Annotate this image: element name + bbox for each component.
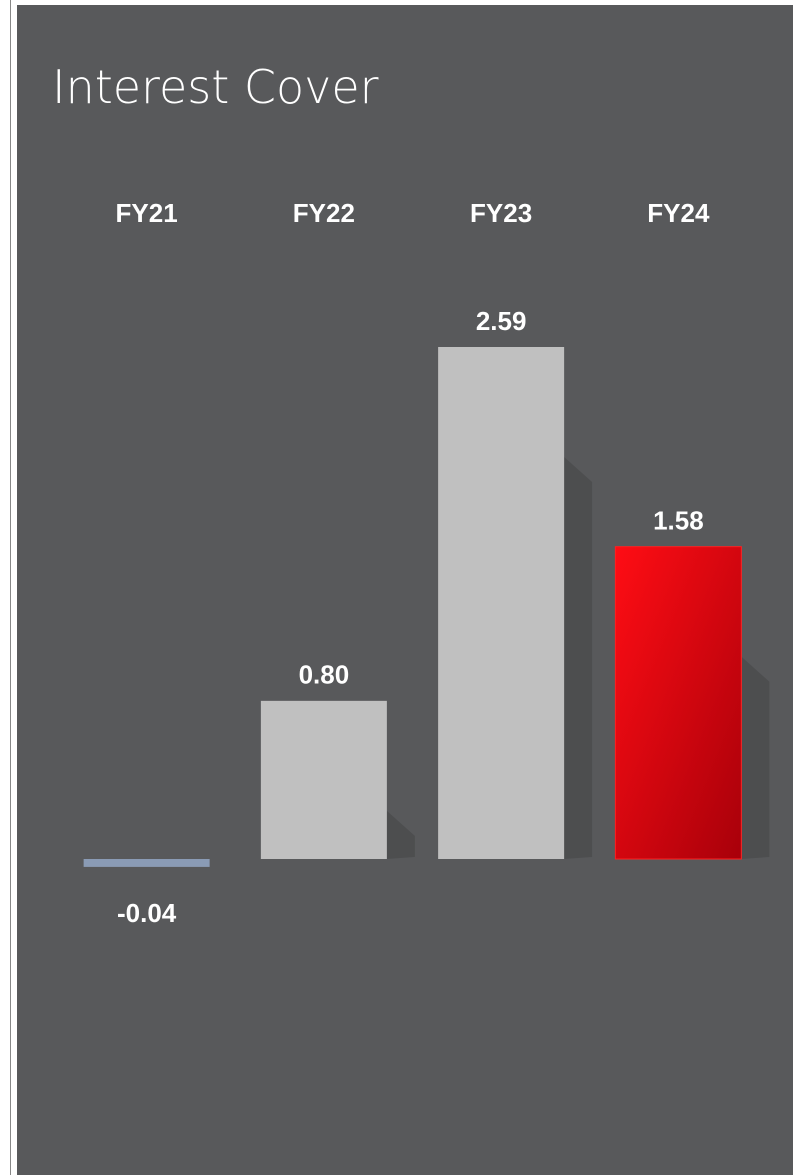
bar-shadow xyxy=(741,656,770,859)
bar xyxy=(614,546,742,860)
category-label: FY22 xyxy=(293,198,355,228)
value-label: -0.04 xyxy=(117,898,177,928)
bar-shadow xyxy=(386,810,415,859)
bar xyxy=(260,700,387,859)
category-label: FY21 xyxy=(116,198,178,228)
bar xyxy=(83,859,210,867)
category-label: FY24 xyxy=(647,198,710,228)
bar-shadow xyxy=(564,457,593,859)
value-label: 1.58 xyxy=(653,506,704,536)
category-label: FY23 xyxy=(470,198,532,228)
value-label: 0.80 xyxy=(299,660,350,690)
bar xyxy=(438,347,565,859)
chart-title: Interest Cover xyxy=(52,60,379,114)
value-label: 2.59 xyxy=(476,306,527,336)
